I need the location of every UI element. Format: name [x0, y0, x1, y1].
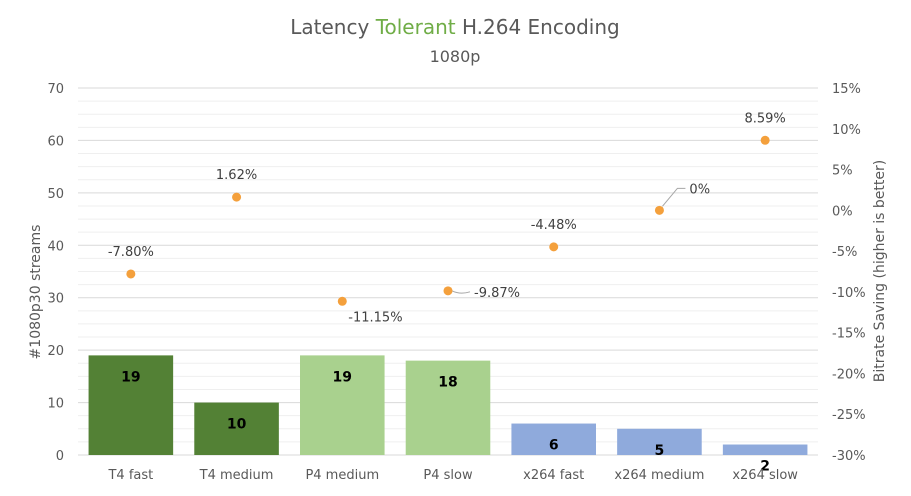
data-point: [337, 296, 347, 306]
y2-tick-label: -20%: [832, 367, 866, 382]
y2-tick-label: 10%: [832, 123, 861, 138]
y-tick-label: 20: [47, 344, 64, 359]
bar: [300, 355, 385, 455]
y2-tick-label: -30%: [832, 449, 866, 464]
y2-tick-label: -25%: [832, 408, 866, 423]
data-point: [443, 286, 453, 296]
point-value-label: -4.48%: [531, 218, 577, 233]
y2-tick-label: 0%: [832, 204, 853, 219]
point-value-label: 1.62%: [216, 168, 257, 183]
data-point: [126, 269, 136, 279]
bar: [405, 360, 491, 455]
bar-value-label: 2: [760, 459, 770, 475]
leader-line: [451, 290, 471, 294]
point-value-label: 0%: [689, 182, 710, 197]
data-point: [760, 135, 770, 145]
x-tick-label: x264 slow: [732, 468, 798, 483]
gridlines: [78, 87, 818, 456]
points: -7.80% 1.62% -11.15% -9.87% -4.48% 0% 8.59%: [108, 111, 786, 325]
bars: 19 10 19 18 6 5 2: [88, 355, 808, 475]
point-value-label: 8.59%: [744, 111, 785, 126]
y2-tick-label: -15%: [832, 327, 866, 342]
data-point: [549, 242, 559, 252]
y-tick-label: 50: [47, 187, 64, 202]
chart-subtitle: 1080p: [430, 47, 481, 66]
y2-tick-label: -10%: [832, 286, 866, 301]
y2-tick-label: -5%: [832, 245, 857, 260]
point-value-label: -11.15%: [348, 310, 402, 325]
chart-title-suffix: H.264 Encoding: [456, 15, 620, 39]
y2-axis-title: Bitrate Saving (higher is better): [872, 160, 888, 382]
point-value-label: -9.87%: [474, 286, 520, 301]
x-tick-label: x264 medium: [614, 468, 704, 483]
bar-value-label: 19: [121, 369, 140, 385]
chart-title-highlight: Tolerant: [375, 15, 456, 39]
x-tick-label: x264 fast: [523, 468, 584, 483]
bar-value-label: 10: [227, 417, 247, 433]
data-point: [232, 192, 242, 202]
bar: [722, 444, 808, 455]
x-tick-label: P4 slow: [423, 468, 473, 483]
y-tick-label: 0: [56, 449, 64, 464]
point-value-label: -7.80%: [108, 245, 154, 260]
axes: 0 10 20 30 40 50 60 70 15% 10% 5% 0% -5% -10% -15% -20%…: [47, 82, 865, 483]
y-tick-label: 70: [47, 82, 64, 97]
x-tick-label: T4 fast: [107, 468, 153, 483]
bar: [194, 402, 279, 455]
y-tick-label: 40: [47, 239, 64, 254]
bar-value-label: 19: [333, 369, 352, 385]
y-axis-title: #1080p30 streams: [28, 225, 44, 360]
chart-title: Latency Tolerant H.264 Encoding: [290, 15, 619, 39]
x-tick-label: P4 medium: [305, 468, 379, 483]
y-tick-label: 30: [47, 292, 64, 307]
bar: [617, 428, 702, 455]
data-point: [654, 205, 664, 215]
bar-value-label: 18: [438, 375, 457, 391]
bar: [511, 423, 596, 455]
y-tick-label: 10: [47, 397, 64, 412]
x-tick-label: T4 medium: [199, 468, 274, 483]
y2-tick-label: 5%: [832, 164, 853, 179]
bar: [88, 355, 174, 455]
bar-value-label: 6: [549, 438, 559, 454]
bar-value-label: 5: [655, 443, 665, 459]
leader-line: [662, 187, 686, 207]
chart-title-prefix: Latency: [290, 15, 375, 39]
y-tick-label: 60: [47, 134, 64, 149]
y2-tick-label: 15%: [832, 82, 861, 97]
